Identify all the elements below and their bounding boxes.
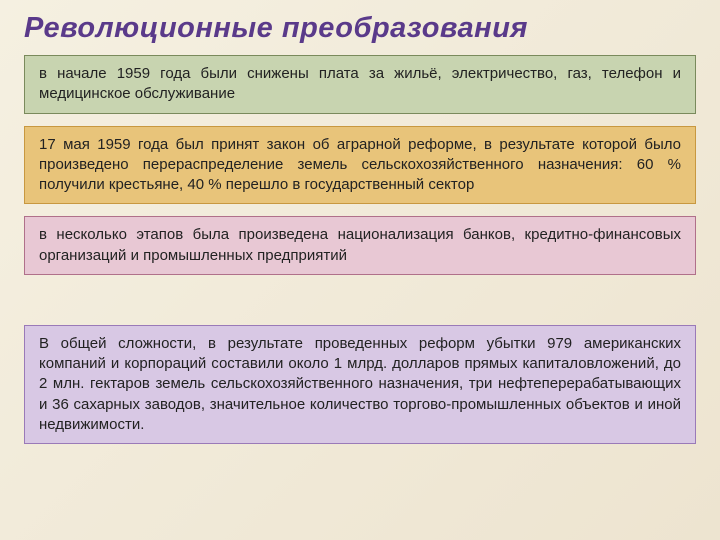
- page-title: Революционные преобразования: [24, 12, 696, 45]
- info-box-1: в начале 1959 года были снижены плата за…: [24, 55, 696, 114]
- info-box-3: в несколько этапов была произведена наци…: [24, 216, 696, 275]
- info-box-2: 17 мая 1959 года был принят закон об агр…: [24, 126, 696, 205]
- info-box-4: В общей сложности, в результате проведен…: [24, 325, 696, 444]
